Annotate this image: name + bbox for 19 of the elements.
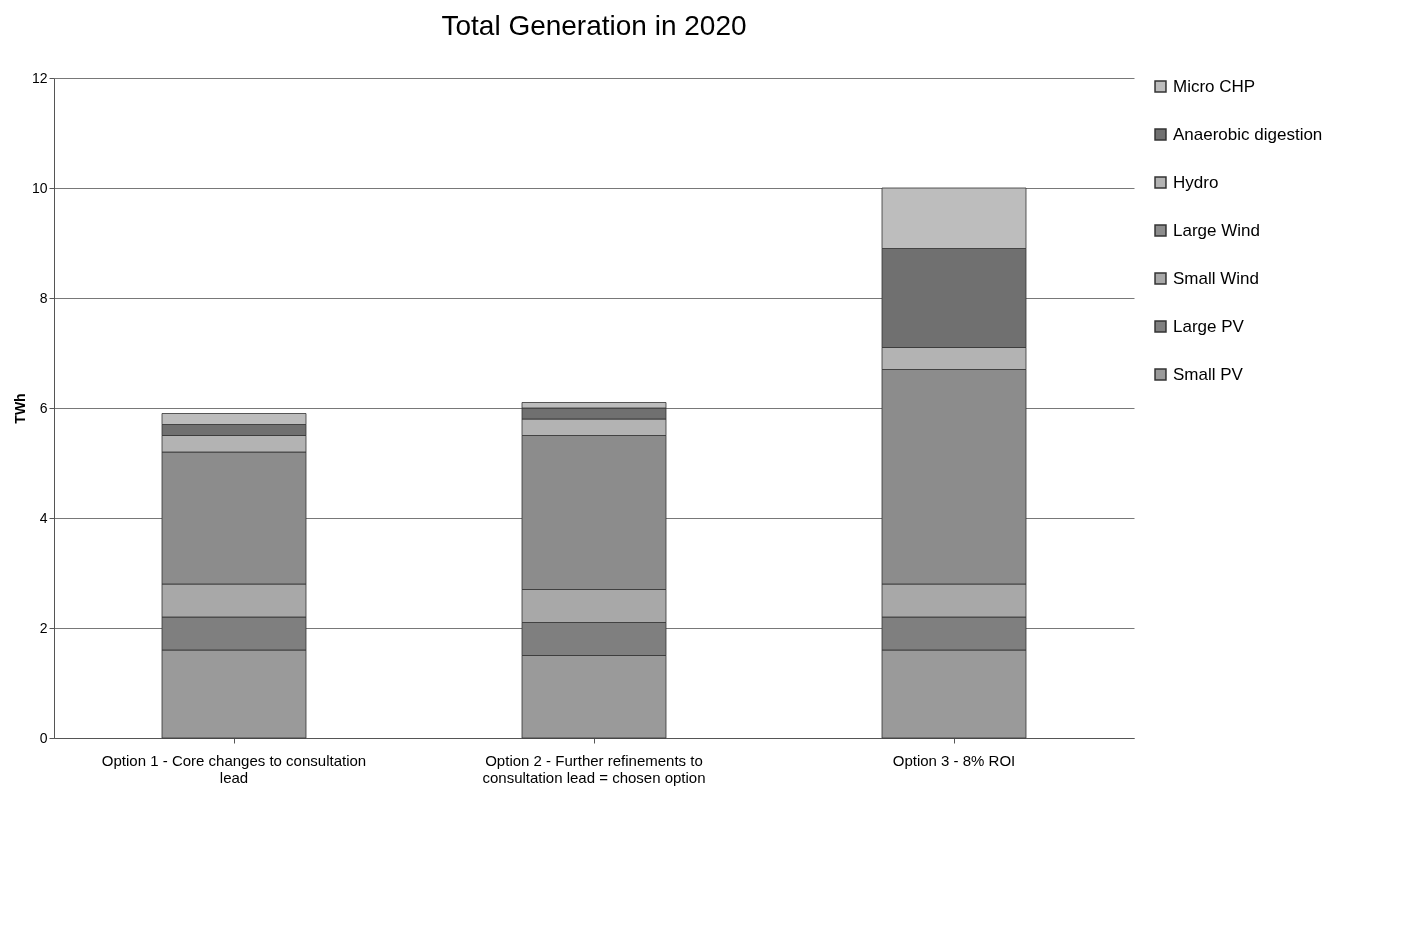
x-tick-label: Option 3 - 8% ROI: [892, 751, 1016, 769]
y-tick-label: 10: [31, 179, 48, 196]
x-tick-label: Option 1 - Core changes to consultation lead: [101, 751, 367, 786]
legend-label: Micro CHP: [1173, 76, 1256, 96]
y-tick-label: 8: [39, 289, 48, 306]
y-tick-label: 12: [31, 69, 48, 86]
x-tick-label: Option 2 - Further refinements to consultation lead = chosen option: [482, 751, 706, 786]
legend-label: Large PV: [1173, 316, 1245, 336]
y-tick-label: 0: [39, 729, 48, 746]
y-tick-label: 4: [39, 509, 48, 526]
chart-title: Total Generation in 2020: [441, 10, 747, 41]
legend-label: Hydro: [1173, 172, 1219, 192]
y-tick-label: 6: [39, 399, 48, 416]
y-tick-label: 2: [39, 619, 48, 636]
legend-label: Small Wind: [1173, 268, 1259, 288]
y-axis-title: TWh: [11, 393, 28, 424]
legend-label: Large Wind: [1173, 220, 1260, 240]
legend-label: Anaerobic digestion: [1173, 124, 1323, 144]
legend-label: Small PV: [1173, 364, 1244, 384]
